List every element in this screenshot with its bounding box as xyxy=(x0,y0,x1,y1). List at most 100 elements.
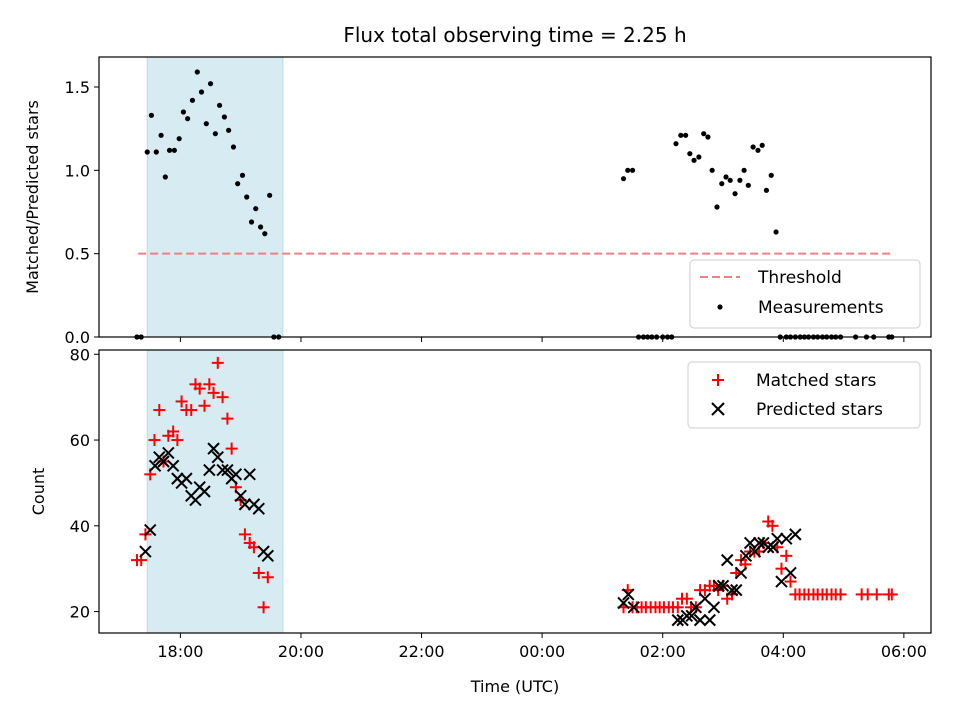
top-y-ticks: 0.0 0.5 1.0 1.5 xyxy=(65,78,99,347)
top-legend: Threshold Measurements xyxy=(689,259,921,329)
measurements-legend-swatch xyxy=(717,304,723,310)
bottom-y-axis-label: Count xyxy=(29,468,48,516)
measurement-point xyxy=(198,89,205,95)
measurement-point xyxy=(755,147,761,153)
matched-star-point xyxy=(216,391,229,404)
predicted-star-point xyxy=(743,536,757,550)
bottom-x-ticks: 18:00 20:00 22:00 00:00 02:00 04:00 06:00 xyxy=(157,633,927,661)
measurement-point xyxy=(750,144,756,150)
predicted-star-point xyxy=(685,609,698,623)
top-y-tick-label: 0.5 xyxy=(65,245,90,264)
predicted-star-point xyxy=(752,536,766,550)
predicted-star-point xyxy=(243,468,256,481)
predicted-star-point xyxy=(771,532,784,545)
predicted-star-point xyxy=(198,485,211,498)
predicted-star-point xyxy=(739,549,753,563)
measurement-point xyxy=(673,141,679,147)
ratio-panel: 0.0 0.5 1.0 1.5 Matched/Predicted stars Thr… xyxy=(23,56,932,347)
measurement-point xyxy=(683,132,689,138)
measurement-point xyxy=(687,151,693,157)
x-tick-label: 18:00 xyxy=(157,642,203,661)
measurement-point xyxy=(759,142,765,148)
measurement-point xyxy=(620,176,627,182)
predicted-star-point xyxy=(211,450,224,464)
top-y-axis-label: Matched/Predicted stars xyxy=(23,100,42,294)
measurement-point xyxy=(244,194,250,200)
matched-star-point xyxy=(834,588,847,601)
predicted-star-point xyxy=(721,553,734,567)
bottom-y-tick-label: 40 xyxy=(70,517,90,536)
measurement-point xyxy=(158,132,164,138)
measurement-point xyxy=(691,157,697,163)
matched-star-point xyxy=(148,434,161,447)
bottom-y-tick-label: 80 xyxy=(70,345,90,364)
matched-star-point xyxy=(175,395,188,408)
measurement-point xyxy=(153,149,159,155)
matched-legend-label: Matched stars xyxy=(756,371,876,391)
matched-star-point xyxy=(766,519,779,532)
top-y-tick-label: 0.0 xyxy=(65,328,90,347)
observing-span-top xyxy=(146,56,284,338)
count-panel: 20 40 60 80 18:00 20:00 22:00 00:00 02:00 04:00 0… xyxy=(29,345,932,696)
measurement-point xyxy=(226,127,232,133)
measurement-point xyxy=(171,147,177,153)
measurement-point xyxy=(189,97,196,103)
matched-star-point xyxy=(780,549,793,562)
predicted-star-point xyxy=(627,601,640,614)
measurement-point xyxy=(701,131,707,137)
bottom-y-tick-label: 60 xyxy=(70,431,90,450)
matched-legend-swatch xyxy=(712,374,724,386)
bottom-axes-frame xyxy=(98,349,932,634)
measurement-point xyxy=(763,187,770,193)
matched-star-point xyxy=(671,601,684,614)
threshold-legend-label: Threshold xyxy=(757,268,842,288)
measurement-point xyxy=(732,191,738,197)
matched-star-point xyxy=(252,566,265,579)
predicted-star-point xyxy=(203,463,216,477)
measurement-point xyxy=(239,172,246,178)
predicted-star-point xyxy=(784,566,797,580)
predicted-star-point xyxy=(712,579,725,593)
measurement-point xyxy=(741,167,747,173)
predicted-star-point xyxy=(716,579,730,593)
measurement-point xyxy=(148,112,155,118)
bottom-y-ticks: 20 40 60 80 xyxy=(70,345,99,622)
predicted-star-point xyxy=(229,468,243,481)
measurement-point xyxy=(230,144,237,150)
measurement-point xyxy=(625,167,631,173)
x-tick-label: 22:00 xyxy=(398,642,444,661)
measurement-point xyxy=(221,114,227,120)
measurement-point xyxy=(176,136,182,142)
matched-star-point xyxy=(680,592,693,605)
top-y-tick-label: 1.0 xyxy=(65,161,90,180)
predicted-star-point xyxy=(162,446,175,460)
measurement-point xyxy=(768,172,774,178)
top-legend-box xyxy=(689,259,921,329)
measurement-point xyxy=(696,154,702,160)
measurement-point xyxy=(235,181,241,187)
matched-star-point xyxy=(885,588,898,601)
measurement-point xyxy=(678,132,684,138)
x-axis-label: Time (UTC) xyxy=(470,677,559,696)
measurement-point xyxy=(745,182,751,188)
predicted-star-point xyxy=(707,601,721,614)
predicted-legend-swatch xyxy=(711,402,725,416)
matched-star-point xyxy=(238,528,251,541)
measurement-point xyxy=(737,177,743,183)
matched-star-point xyxy=(185,404,198,417)
matched-star-point xyxy=(211,356,224,369)
matched-star-point xyxy=(221,412,234,425)
measurement-point xyxy=(207,81,214,87)
measurement-point xyxy=(194,69,200,75)
bottom-y-tick-label: 20 xyxy=(70,603,90,622)
predicted-star-point xyxy=(234,489,247,502)
chart-title: Flux total observing time = 2.25 h xyxy=(343,23,686,47)
predicted-star-point xyxy=(734,566,748,580)
top-axes-frame xyxy=(98,56,932,338)
x-tick-label: 06:00 xyxy=(881,642,927,661)
matched-star-point xyxy=(171,434,184,447)
predicted-star-point xyxy=(180,472,193,485)
predicted-star-point xyxy=(622,588,635,601)
measurement-point xyxy=(709,167,715,173)
